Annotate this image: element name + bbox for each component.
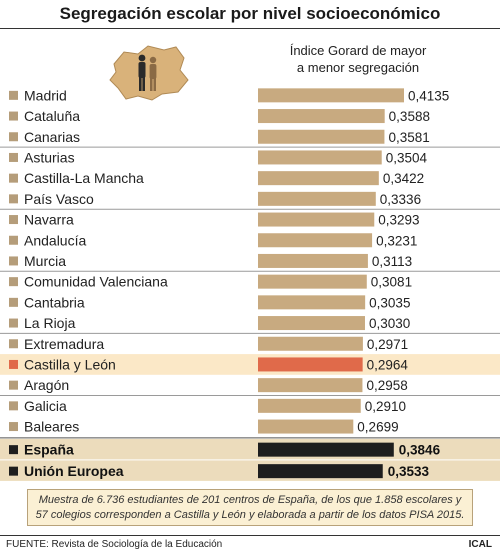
segregation-bar-chart: Madrid 0,4135 Cataluña 0,3588 Canarias 0,3581… xyxy=(0,87,500,481)
row-marker-castilla-la-mancha xyxy=(9,173,18,183)
row-marker-murcia xyxy=(9,256,18,266)
source-divider xyxy=(0,535,500,536)
value-label-cataluna: 0,3588 xyxy=(389,109,430,124)
category-label-castilla-la-mancha: Castilla-La Mancha xyxy=(24,170,144,186)
value-label-asturias: 0,3504 xyxy=(386,150,428,165)
castilla-leon-map-illustration xyxy=(109,45,189,101)
row-marker-madrid xyxy=(9,90,18,100)
category-label-extremadura: Extremadura xyxy=(24,336,104,352)
bar-aragon xyxy=(258,378,363,393)
row-marker-comunidad-valenciana xyxy=(9,277,18,287)
bar-canarias xyxy=(258,129,385,144)
row-marker-asturias xyxy=(9,152,18,162)
category-label-galicia: Galicia xyxy=(24,398,67,414)
value-label-pais-vasco: 0,3336 xyxy=(380,192,421,207)
category-label-andalucia: Andalucía xyxy=(24,232,86,248)
category-label-canarias: Canarias xyxy=(24,129,80,145)
total-label-espana: España xyxy=(24,442,74,458)
value-label-navarra: 0,3293 xyxy=(378,213,419,228)
category-label-madrid: Madrid xyxy=(24,87,67,103)
bar-andalucia xyxy=(258,233,373,248)
chart-title: Segregación escolar por nivel socioeconó… xyxy=(59,4,441,23)
highlight-row-castilla-y-leon xyxy=(0,354,500,375)
row-marker-baleares xyxy=(9,422,18,432)
bar-castilla-y-leon xyxy=(258,357,363,372)
value-label-aragon: 0,2958 xyxy=(366,378,407,393)
value-label-comunidad-valenciana: 0,3081 xyxy=(371,275,412,290)
value-label-baleares: 0,2699 xyxy=(357,420,398,435)
row-marker-canarias xyxy=(9,132,18,142)
bar-comunidad-valenciana xyxy=(258,274,367,289)
row-marker-cantabria xyxy=(9,297,18,307)
category-label-pais-vasco: País Vasco xyxy=(24,191,94,207)
subtitle-line-1: Índice Gorard de mayor xyxy=(289,43,427,58)
row-marker-castilla-y-leon xyxy=(9,359,18,369)
category-label-murcia: Murcia xyxy=(24,253,66,269)
chart-subtitle: Índice Gorard de mayor a menor segregaci… xyxy=(258,42,458,76)
bar-castilla-la-mancha xyxy=(258,171,379,186)
value-label-andalucia: 0,3231 xyxy=(376,233,417,248)
bar-cataluna xyxy=(258,109,385,124)
value-label-madrid: 0,4135 xyxy=(408,88,449,103)
bar-asturias xyxy=(258,150,382,165)
bar-baleares xyxy=(258,419,354,434)
category-label-aragon: Aragón xyxy=(24,377,69,393)
row-marker-la-rioja xyxy=(9,318,18,328)
row-marker-andalucia xyxy=(9,235,18,245)
value-label-castilla-la-mancha: 0,3422 xyxy=(383,171,424,186)
category-label-baleares: Baleares xyxy=(24,419,79,435)
value-label-castilla-y-leon: 0,2964 xyxy=(367,357,409,372)
category-label-cataluna: Cataluña xyxy=(24,108,80,124)
total-bar-union-europea xyxy=(258,464,383,479)
category-label-asturias: Asturias xyxy=(24,149,75,165)
category-label-navarra: Navarra xyxy=(24,212,74,228)
total-value-espana: 0,3846 xyxy=(399,443,441,458)
value-label-galicia: 0,2910 xyxy=(365,399,406,414)
bar-murcia xyxy=(258,253,368,268)
total-marker-union-europea xyxy=(9,466,18,476)
agency-credit: ICAL xyxy=(468,539,492,550)
bar-madrid xyxy=(258,88,404,103)
category-label-castilla-y-leon: Castilla y León xyxy=(24,356,116,372)
source-text: FUENTE: Revista de Sociología de la Educ… xyxy=(6,539,223,550)
row-marker-pais-vasco xyxy=(9,194,18,204)
value-label-cantabria: 0,3035 xyxy=(369,295,410,310)
bar-navarra xyxy=(258,212,375,227)
bar-cantabria xyxy=(258,295,366,310)
total-label-union-europea: Unión Europea xyxy=(24,463,124,479)
value-label-la-rioja: 0,3030 xyxy=(369,316,410,331)
row-marker-cataluna xyxy=(9,111,18,121)
category-label-comunidad-valenciana: Comunidad Valenciana xyxy=(24,274,168,290)
total-bar-espana xyxy=(258,442,394,457)
category-label-cantabria: Cantabria xyxy=(24,294,85,310)
value-label-murcia: 0,3113 xyxy=(372,254,412,269)
methodology-note: Muestra de 6.736 estudiantes de 201 cent… xyxy=(27,489,473,526)
total-marker-espana xyxy=(9,445,18,455)
subtitle-line-2: a menor segregación xyxy=(296,60,420,75)
row-marker-galicia xyxy=(9,401,18,411)
row-marker-aragon xyxy=(9,380,18,390)
title-divider xyxy=(0,28,500,29)
bar-extremadura xyxy=(258,336,363,351)
bar-la-rioja xyxy=(258,316,365,331)
value-label-extremadura: 0,2971 xyxy=(367,337,408,352)
category-label-la-rioja: La Rioja xyxy=(24,315,76,331)
bar-galicia xyxy=(258,398,361,413)
bar-pais-vasco xyxy=(258,191,376,206)
row-marker-extremadura xyxy=(9,339,18,349)
total-value-union-europea: 0,3533 xyxy=(388,464,430,479)
value-label-canarias: 0,3581 xyxy=(388,130,429,145)
row-marker-navarra xyxy=(9,215,18,225)
